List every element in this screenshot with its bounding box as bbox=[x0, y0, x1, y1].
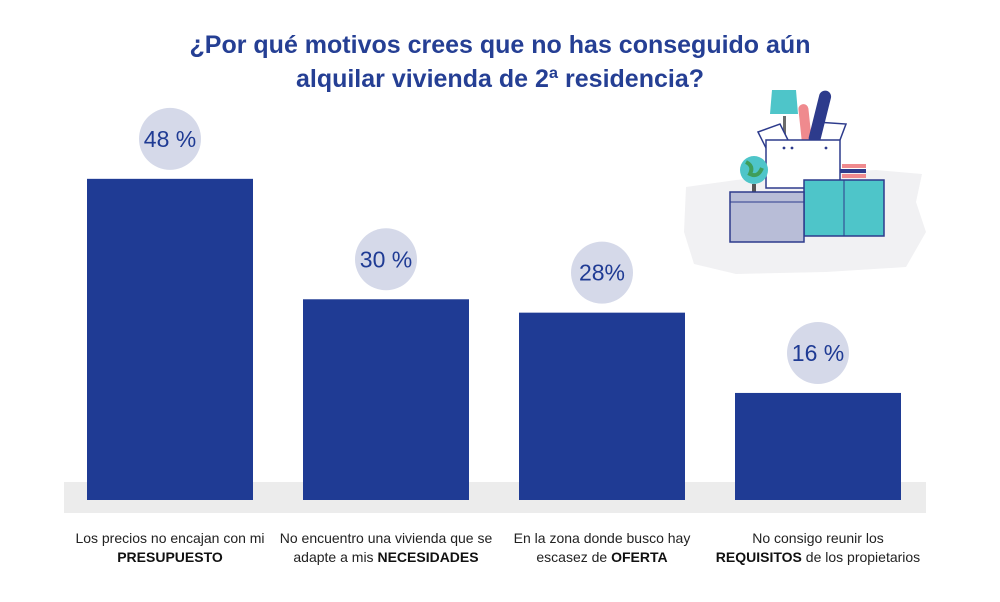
category-label-4: No consigo reunir los REQUISITOS de los … bbox=[708, 529, 928, 567]
value-label-3: 28% bbox=[579, 260, 625, 286]
bar-4 bbox=[735, 392, 901, 500]
bar-2 bbox=[303, 299, 469, 500]
category-label-text: No encuentro una vivienda que se adapte … bbox=[279, 530, 493, 565]
value-bubble-1 bbox=[139, 107, 201, 170]
value-bubble-2 bbox=[355, 228, 417, 291]
moving-boxes-illustration bbox=[684, 90, 926, 274]
category-label-1: Los precios no encajan con mi PRESUPUEST… bbox=[60, 529, 280, 567]
category-label-text: En la zona donde busco hay escasez de bbox=[513, 530, 691, 565]
value-label-2: 30 % bbox=[360, 246, 412, 272]
value-label-1: 48 % bbox=[144, 126, 196, 152]
category-label-2: No encuentro una vivienda que se adapte … bbox=[276, 529, 496, 567]
category-label-3: En la zona donde busco hay escasez de OF… bbox=[492, 529, 712, 567]
category-label-text: No consigo reunir los bbox=[752, 530, 884, 546]
bar-3 bbox=[519, 312, 685, 500]
chart-title: ¿Por qué motivos crees que no has conseg… bbox=[0, 28, 1000, 96]
category-label-bold: REQUISITOS bbox=[715, 549, 802, 565]
category-label-bold: NECESIDADES bbox=[377, 549, 479, 565]
value-label-4: 16 % bbox=[792, 340, 844, 366]
bar-1 bbox=[87, 178, 253, 500]
category-label-text-after: de los propietarios bbox=[801, 549, 921, 565]
value-bubble-4 bbox=[787, 321, 849, 384]
chart-title-line-2: alquilar vivienda de 2ª residencia? bbox=[295, 65, 705, 93]
chart-title-line-1: ¿Por qué motivos crees que no has conseg… bbox=[189, 31, 811, 59]
category-label-text: Los precios no encajan con mi bbox=[75, 530, 265, 546]
value-bubble-3 bbox=[571, 241, 633, 304]
category-label-bold: OFERTA bbox=[611, 549, 668, 565]
category-label-bold: PRESUPUESTO bbox=[117, 549, 223, 565]
